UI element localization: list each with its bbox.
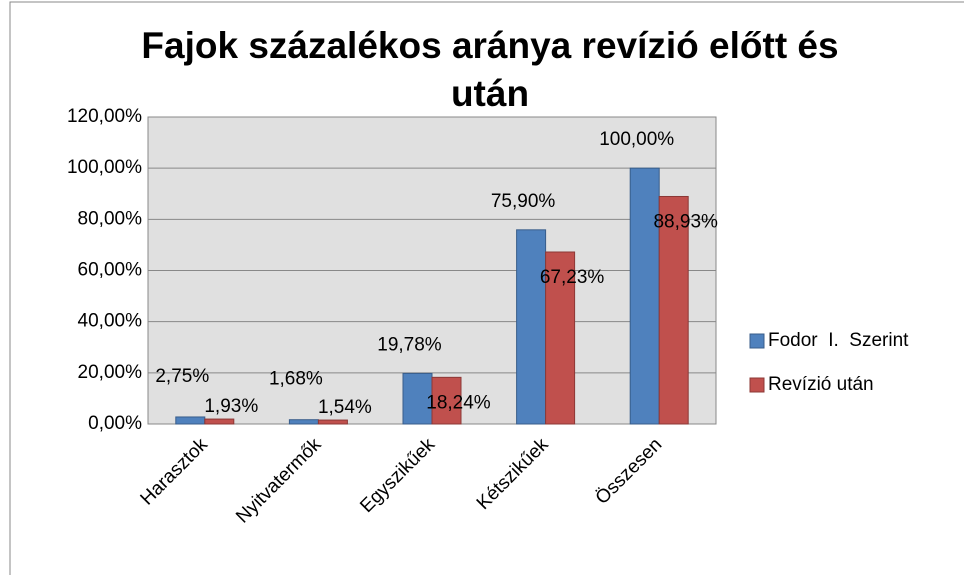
bar — [658, 195, 689, 425]
x-tick-label: Összesen — [592, 434, 667, 509]
bar — [545, 251, 576, 425]
y-tick-label: 0,00% — [88, 413, 142, 434]
y-tick-label: 60,00% — [78, 260, 143, 281]
x-tick-label: Harasztok — [137, 434, 213, 510]
legend-swatch — [749, 333, 765, 349]
bar — [629, 167, 660, 425]
legend-swatch — [749, 377, 765, 393]
bar — [175, 416, 206, 425]
bar — [516, 229, 547, 425]
x-tick-label: Egyszikűek — [356, 434, 439, 517]
bar — [288, 419, 319, 425]
data-label: 1,68% — [269, 369, 323, 390]
data-label: 75,90% — [491, 191, 556, 212]
y-tick-label: 40,00% — [78, 311, 143, 332]
chart-border — [9, 1, 964, 575]
data-label: 1,54% — [318, 397, 372, 418]
data-label: 2,75% — [155, 366, 209, 387]
bar — [317, 419, 348, 425]
y-tick-label: 20,00% — [78, 362, 143, 383]
data-label: 100,00% — [599, 129, 674, 150]
legend-label: Revízió után — [768, 374, 874, 395]
bar — [204, 418, 235, 425]
data-label: 67,23% — [540, 267, 605, 288]
chart-title: Fajok százalékos aránya revízió előtt és… — [141, 25, 839, 114]
y-tick-label: 100,00% — [67, 157, 142, 178]
bar — [431, 376, 462, 425]
data-label: 88,93% — [653, 212, 718, 233]
x-tick-label: Kétszikűek — [473, 434, 553, 514]
y-tick-label: 120,00% — [67, 106, 142, 127]
data-label: 1,93% — [204, 396, 258, 417]
legend-label: Fodor I. Szerint — [768, 330, 909, 351]
data-label: 18,24% — [426, 392, 491, 413]
y-tick-label: 80,00% — [78, 208, 143, 229]
data-label: 19,78% — [377, 334, 442, 355]
x-tick-label: Nyitvatermők — [232, 434, 326, 528]
